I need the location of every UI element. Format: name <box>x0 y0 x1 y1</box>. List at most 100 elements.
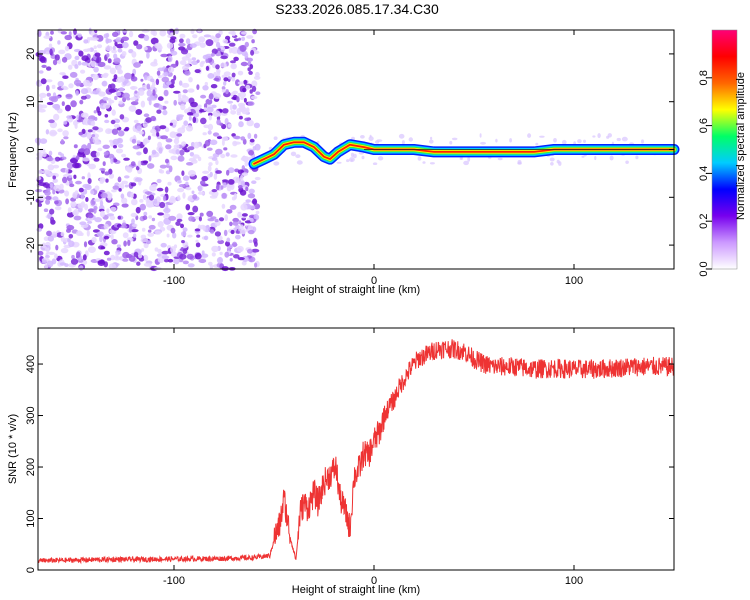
noise-speck <box>46 66 52 71</box>
noise-speck <box>129 30 134 38</box>
noise-speck <box>50 30 54 35</box>
noise-speck <box>244 117 251 122</box>
noise-speck <box>132 145 141 150</box>
noise-speck <box>70 201 77 207</box>
noise-speck <box>161 250 170 255</box>
noise-speck <box>120 193 125 199</box>
noise-speck <box>220 46 226 50</box>
noise-speck <box>146 89 153 97</box>
noise-speck <box>243 79 248 85</box>
noise-speck <box>121 180 129 185</box>
noise-speck <box>194 69 201 74</box>
noise-speck <box>241 31 247 35</box>
noise-speck <box>200 117 207 125</box>
noise-speck <box>74 55 80 61</box>
noise-speck <box>184 63 191 68</box>
noise-speck <box>203 103 208 109</box>
noise-speck <box>37 169 44 174</box>
y-tick-label: 300 <box>25 406 37 424</box>
noise-speck <box>108 263 117 270</box>
noise-speck <box>99 200 104 207</box>
noise-speck <box>213 93 222 99</box>
noise-speck <box>247 205 256 210</box>
noise-speck <box>72 210 78 216</box>
noise-speck <box>100 210 105 218</box>
noise-speck <box>143 262 152 267</box>
noise-speck <box>107 194 112 201</box>
noise-speck <box>46 156 54 162</box>
noise-speck <box>232 217 239 223</box>
noise-speck <box>197 191 205 195</box>
noise-speck <box>36 227 42 232</box>
noise-speck <box>182 175 190 181</box>
noise-speck <box>193 141 200 149</box>
noise-speck <box>212 110 221 118</box>
noise-speck <box>150 30 156 35</box>
noise-speck <box>246 119 254 127</box>
noise-speck <box>198 259 207 263</box>
noise-speck <box>69 158 78 164</box>
colorbar-frame <box>711 29 738 270</box>
noise-speck <box>39 56 46 63</box>
noise-speck <box>211 52 215 57</box>
noise-speck <box>103 151 109 156</box>
noise-speck <box>66 162 74 170</box>
noise-speck <box>177 155 185 162</box>
noise-speck <box>202 225 206 232</box>
noise-speck <box>109 67 117 75</box>
noise-speck <box>167 55 173 63</box>
noise-speck <box>128 226 132 233</box>
noise-speck <box>187 112 194 116</box>
noise-speck <box>230 46 239 54</box>
noise-speck <box>254 143 261 151</box>
noise-speck <box>179 60 187 66</box>
noise-speck <box>169 28 174 33</box>
noise-speck <box>221 86 226 90</box>
noise-speck <box>226 185 232 192</box>
noise-speck <box>69 71 78 78</box>
noise-speck <box>113 74 118 80</box>
noise-speck <box>39 138 48 144</box>
noise-speck <box>94 217 102 223</box>
noise-speck <box>594 155 597 161</box>
noise-speck <box>211 189 218 193</box>
noise-speck <box>64 45 70 52</box>
noise-speck <box>133 233 137 238</box>
noise-speck <box>375 140 380 144</box>
noise-speck <box>241 165 245 171</box>
noise-speck <box>211 157 218 161</box>
noise-speck <box>81 55 89 62</box>
x-tick-label: -100 <box>163 275 185 287</box>
noise-speck <box>296 160 303 165</box>
noise-speck <box>49 129 57 137</box>
noise-speck <box>199 212 204 217</box>
noise-speck <box>143 46 148 51</box>
noise-speck <box>49 121 58 129</box>
noise-speck <box>61 56 68 63</box>
noise-speck <box>223 147 228 151</box>
noise-speck <box>110 157 114 164</box>
noise-speck <box>147 232 155 237</box>
noise-speck <box>429 162 435 165</box>
noise-speck <box>187 212 195 216</box>
noise-speck <box>200 180 206 186</box>
noise-speck <box>192 116 197 124</box>
noise-speck <box>198 36 206 43</box>
noise-speck <box>65 167 69 174</box>
noise-speck <box>67 238 71 243</box>
noise-speck <box>74 123 78 129</box>
noise-speck <box>131 198 138 206</box>
noise-speck <box>176 133 183 137</box>
noise-speck <box>82 254 87 261</box>
noise-speck <box>429 139 434 144</box>
noise-speck <box>136 140 141 145</box>
noise-speck <box>202 170 210 174</box>
noise-speck <box>130 86 136 90</box>
noise-speck <box>73 79 82 86</box>
noise-speck <box>215 64 220 70</box>
noise-speck <box>91 134 96 138</box>
noise-speck <box>118 188 122 192</box>
noise-speck <box>159 125 167 130</box>
noise-speck <box>37 104 43 110</box>
noise-speck <box>216 136 223 140</box>
